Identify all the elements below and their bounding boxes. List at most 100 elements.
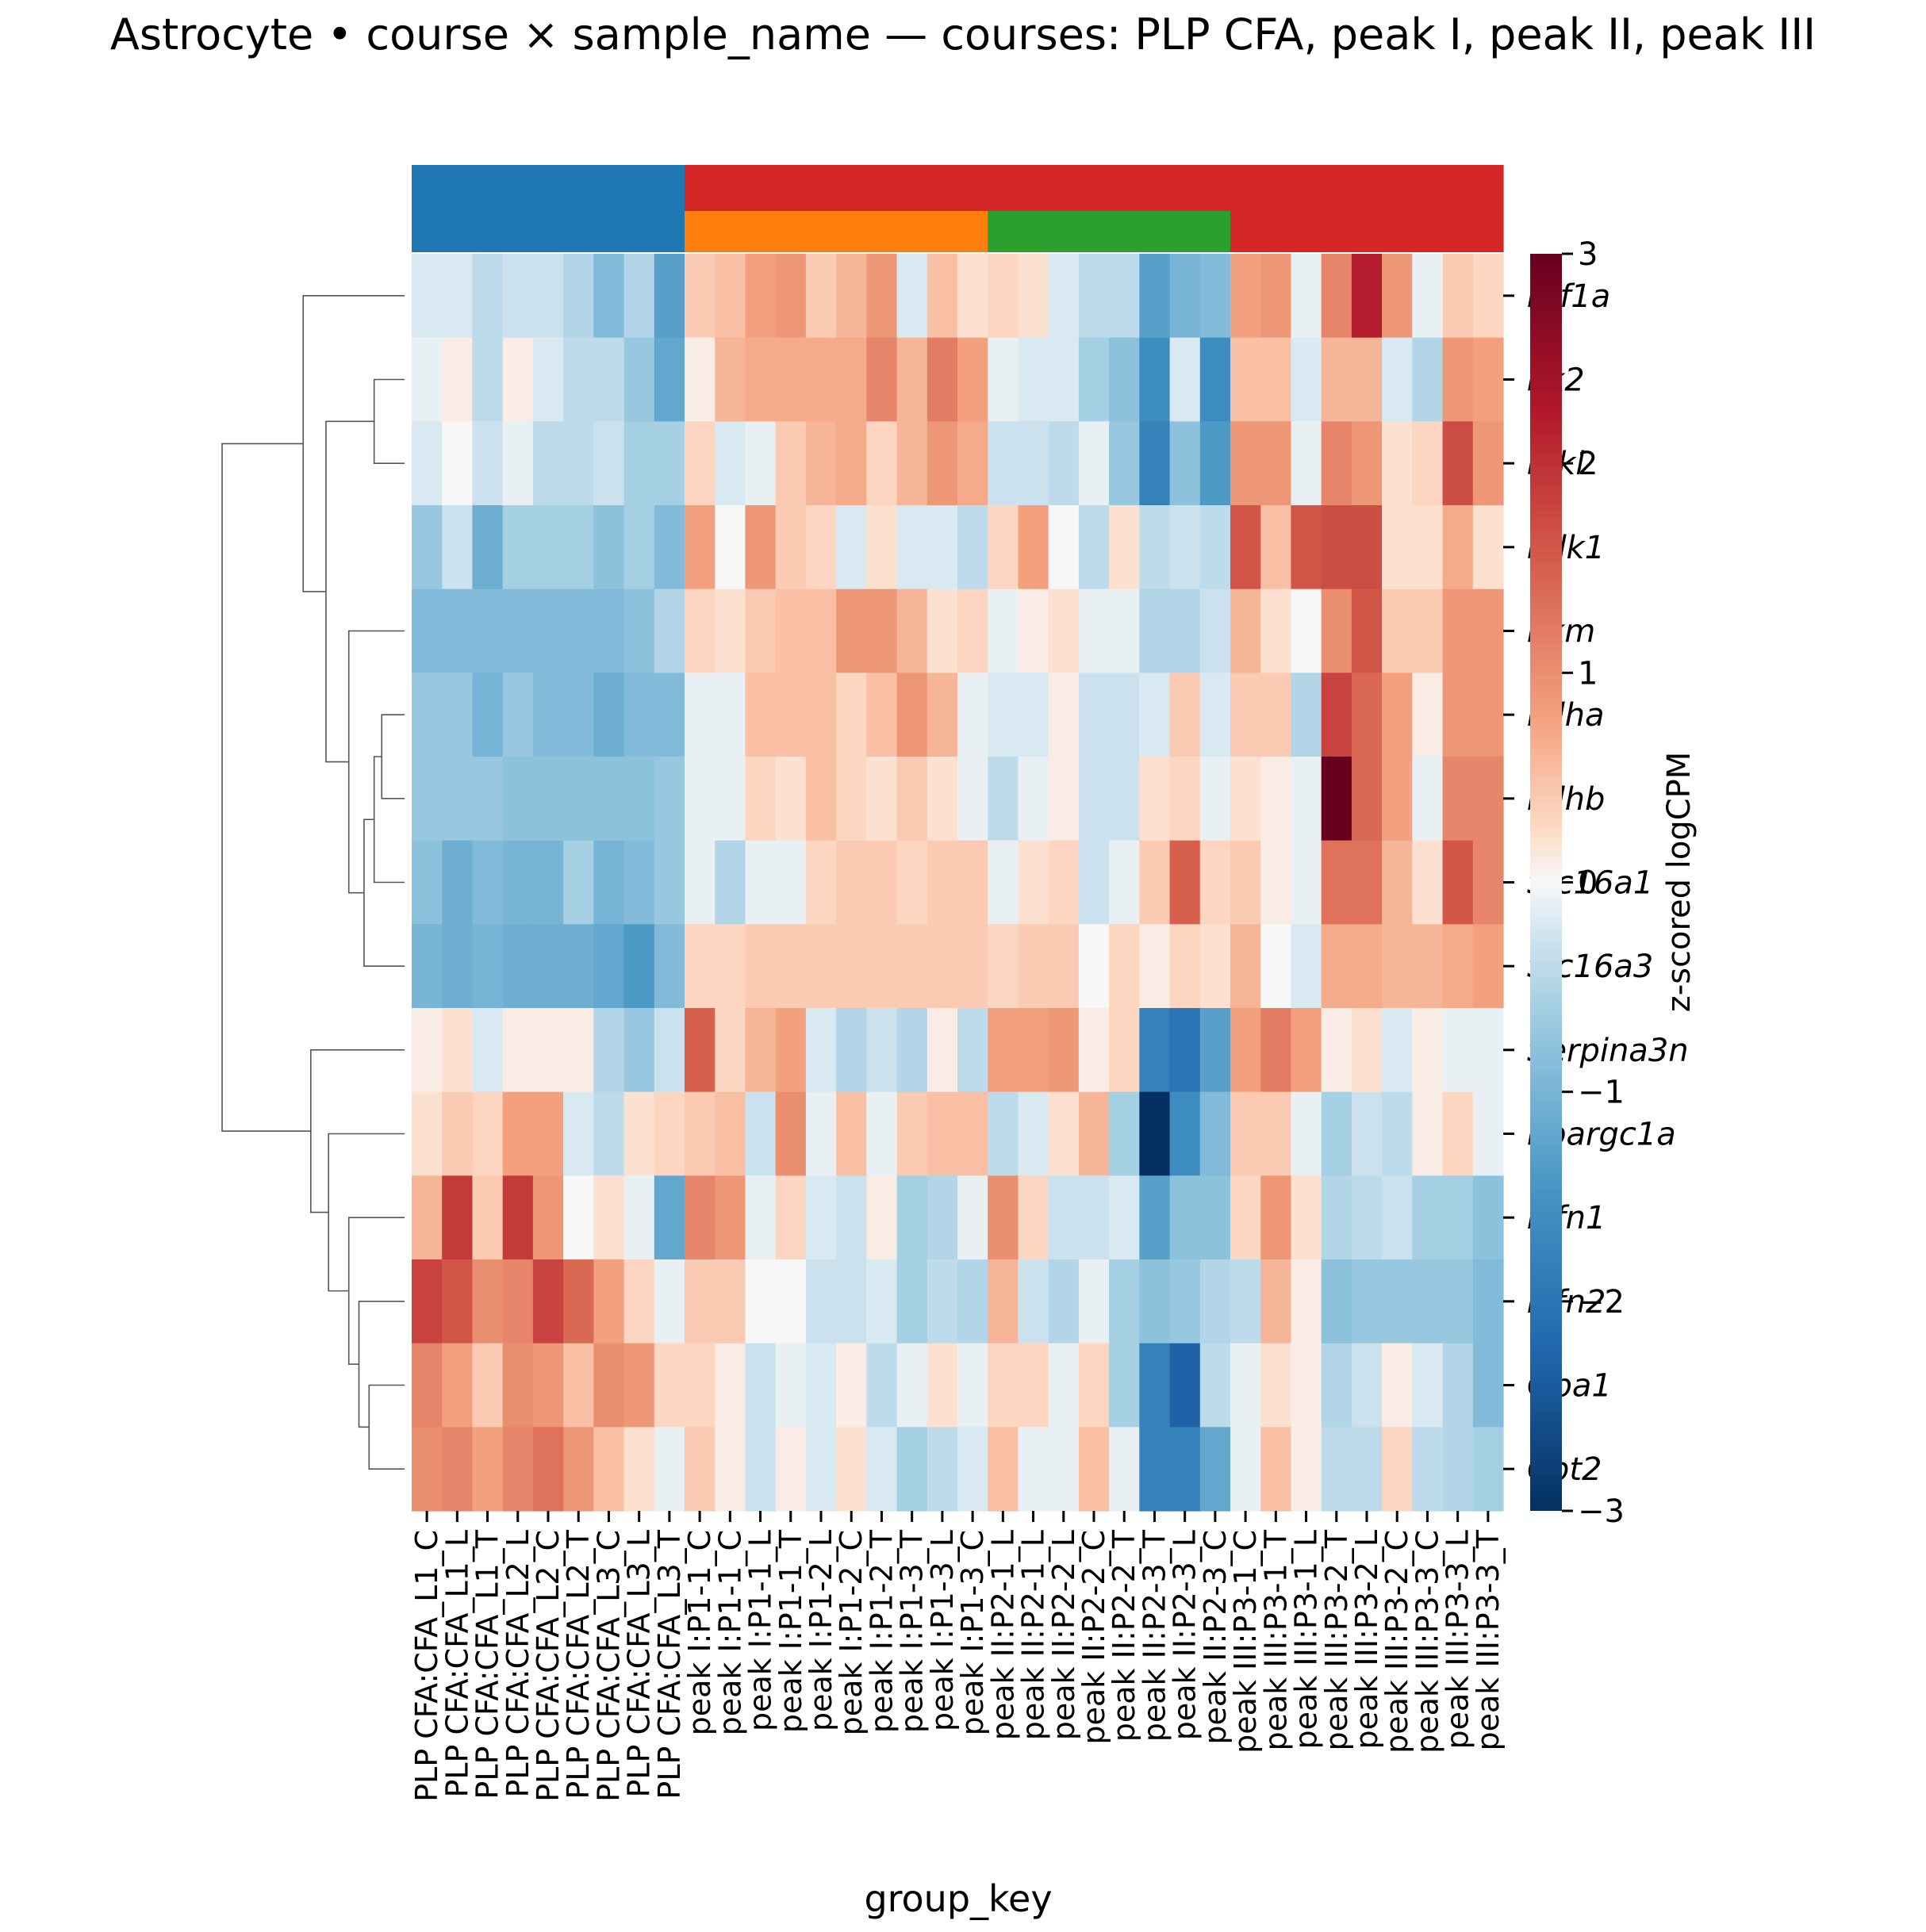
heatmap-cell-5-23 xyxy=(1109,673,1140,757)
annotation-cell-r2-c5 xyxy=(563,211,594,252)
heatmap-cell-0-20 xyxy=(1018,254,1049,339)
heatmap-cell-5-20 xyxy=(1018,673,1049,757)
heatmap-cell-3-4 xyxy=(532,505,564,590)
heatmap-cell-12-0 xyxy=(412,1259,443,1344)
heatmap-cell-12-35 xyxy=(1472,1259,1504,1344)
heatmap-cell-14-14 xyxy=(836,1427,867,1512)
heatmap-cell-13-30 xyxy=(1321,1343,1352,1428)
heatmap-cell-7-4 xyxy=(532,840,564,925)
heatmap-cell-8-34 xyxy=(1442,924,1474,1009)
heatmap-cell-13-20 xyxy=(1018,1343,1049,1428)
heatmap-cell-13-27 xyxy=(1230,1343,1261,1428)
heatmap-cell-7-16 xyxy=(896,840,928,925)
heatmap-cell-9-34 xyxy=(1442,1008,1474,1093)
heatmap-cell-8-19 xyxy=(988,924,1019,1009)
heatmap-cell-0-30 xyxy=(1321,254,1352,339)
heatmap-cell-13-17 xyxy=(927,1343,958,1428)
heatmap-cell-8-14 xyxy=(836,924,867,1009)
heatmap-cell-8-4 xyxy=(532,924,564,1009)
heatmap-cell-9-9 xyxy=(685,1008,716,1093)
heatmap-cell-1-10 xyxy=(715,337,746,422)
heatmap-cell-12-3 xyxy=(502,1259,534,1344)
heatmap-cell-13-11 xyxy=(745,1343,777,1428)
heatmap-cell-9-12 xyxy=(775,1008,807,1093)
heatmap-cell-6-10 xyxy=(715,757,746,841)
heatmap-cell-9-16 xyxy=(896,1008,928,1093)
heatmap-cell-4-22 xyxy=(1078,588,1110,673)
heatmap-cell-10-8 xyxy=(654,1091,685,1176)
heatmap-cell-5-21 xyxy=(1048,673,1080,757)
heatmap-cell-5-33 xyxy=(1412,673,1444,757)
colorbar-tick-label-3: 0 xyxy=(1578,865,1598,902)
heatmap-cell-12-7 xyxy=(623,1259,655,1344)
heatmap-cell-14-33 xyxy=(1412,1427,1444,1512)
heatmap-cell-0-3 xyxy=(502,254,534,339)
heatmap-cell-3-0 xyxy=(412,505,443,590)
annotation-cell-r2-c34 xyxy=(1442,211,1474,252)
heatmap-cell-7-8 xyxy=(654,840,685,925)
heatmap-cell-1-16 xyxy=(896,337,928,422)
sample-label-30: peak III:P3-2_T xyxy=(1319,1529,1354,1750)
heatmap-cell-11-19 xyxy=(988,1175,1019,1260)
heatmap-cell-0-32 xyxy=(1382,254,1413,339)
annotation-cell-r2-c28 xyxy=(1260,211,1292,252)
heatmap-cell-11-28 xyxy=(1260,1175,1292,1260)
heatmap-cell-4-19 xyxy=(988,588,1019,673)
heatmap-cell-10-4 xyxy=(532,1091,564,1176)
heatmap-cell-6-5 xyxy=(563,757,594,841)
row-dendrogram xyxy=(221,295,405,1470)
sample-label-25: peak II:P2-3_L xyxy=(1168,1530,1203,1740)
heatmap-cell-0-24 xyxy=(1139,254,1171,339)
sample-label-28: peak III:P3-1_T xyxy=(1258,1529,1293,1750)
colorbar-tick-label-5: −2 xyxy=(1578,1284,1625,1321)
heatmap-cell-11-13 xyxy=(805,1175,837,1260)
heatmap-cell-8-25 xyxy=(1169,924,1201,1009)
heatmap-cell-3-9 xyxy=(685,505,716,590)
heatmap-cell-12-18 xyxy=(957,1259,988,1344)
dendrogram-link-6 xyxy=(302,295,405,592)
annotation-cell-r1-c35 xyxy=(1472,165,1504,211)
heatmap-cell-10-33 xyxy=(1412,1091,1444,1176)
sample-label-22: peak II:P2-2_C xyxy=(1076,1530,1111,1745)
heatmap-cell-8-3 xyxy=(502,924,534,1009)
sample-label-2: PLP CFA:CFA_L1_T xyxy=(470,1529,505,1799)
heatmap-cell-10-35 xyxy=(1472,1091,1504,1176)
heatmap-cell-5-10 xyxy=(715,673,746,757)
heatmap-cell-7-32 xyxy=(1382,840,1413,925)
heatmap-cell-6-20 xyxy=(1018,757,1049,841)
heatmap-cell-9-22 xyxy=(1078,1008,1110,1093)
sample-label-29: peak III:P3-1_L xyxy=(1289,1530,1324,1749)
heatmap-cell-13-12 xyxy=(775,1343,807,1428)
annotation-cell-r1-c20 xyxy=(1018,165,1049,211)
heatmap-cell-6-2 xyxy=(472,757,504,841)
annotation-cell-r2-c12 xyxy=(775,211,807,252)
heatmap-cell-1-26 xyxy=(1199,337,1231,422)
annotation-cell-r1-c10 xyxy=(715,165,746,211)
sample-label-13: peak I:P1-2_L xyxy=(804,1530,838,1731)
heatmap-cell-11-25 xyxy=(1169,1175,1201,1260)
heatmap-cell-14-12 xyxy=(775,1427,807,1512)
heatmap-cell-12-13 xyxy=(805,1259,837,1344)
heatmap-cell-1-27 xyxy=(1230,337,1261,422)
annotation-cell-r1-c6 xyxy=(593,165,625,211)
annotation-cell-r2-c26 xyxy=(1199,211,1231,252)
heatmap-cell-3-31 xyxy=(1351,505,1383,590)
heatmap-cell-10-32 xyxy=(1382,1091,1413,1176)
heatmap-cell-7-17 xyxy=(927,840,958,925)
heatmap-cell-3-34 xyxy=(1442,505,1474,590)
heatmap-cell-5-31 xyxy=(1351,673,1383,757)
heatmap-cell-5-18 xyxy=(957,673,988,757)
heatmap-cell-12-32 xyxy=(1382,1259,1413,1344)
heatmap-cell-12-30 xyxy=(1321,1259,1352,1344)
heatmap-cell-11-20 xyxy=(1018,1175,1049,1260)
heatmap-cell-8-16 xyxy=(896,924,928,1009)
heatmap-cell-2-34 xyxy=(1442,421,1474,506)
annotation-cell-r1-c26 xyxy=(1199,165,1231,211)
heatmap-cell-8-33 xyxy=(1412,924,1444,1009)
annotation-cell-r1-c14 xyxy=(836,165,867,211)
sample-label-1: PLP CFA:CFA_L1_L xyxy=(439,1530,474,1798)
heatmap-cell-5-28 xyxy=(1260,673,1292,757)
heatmap-cell-9-2 xyxy=(472,1008,504,1093)
heatmap-cell-11-10 xyxy=(715,1175,746,1260)
